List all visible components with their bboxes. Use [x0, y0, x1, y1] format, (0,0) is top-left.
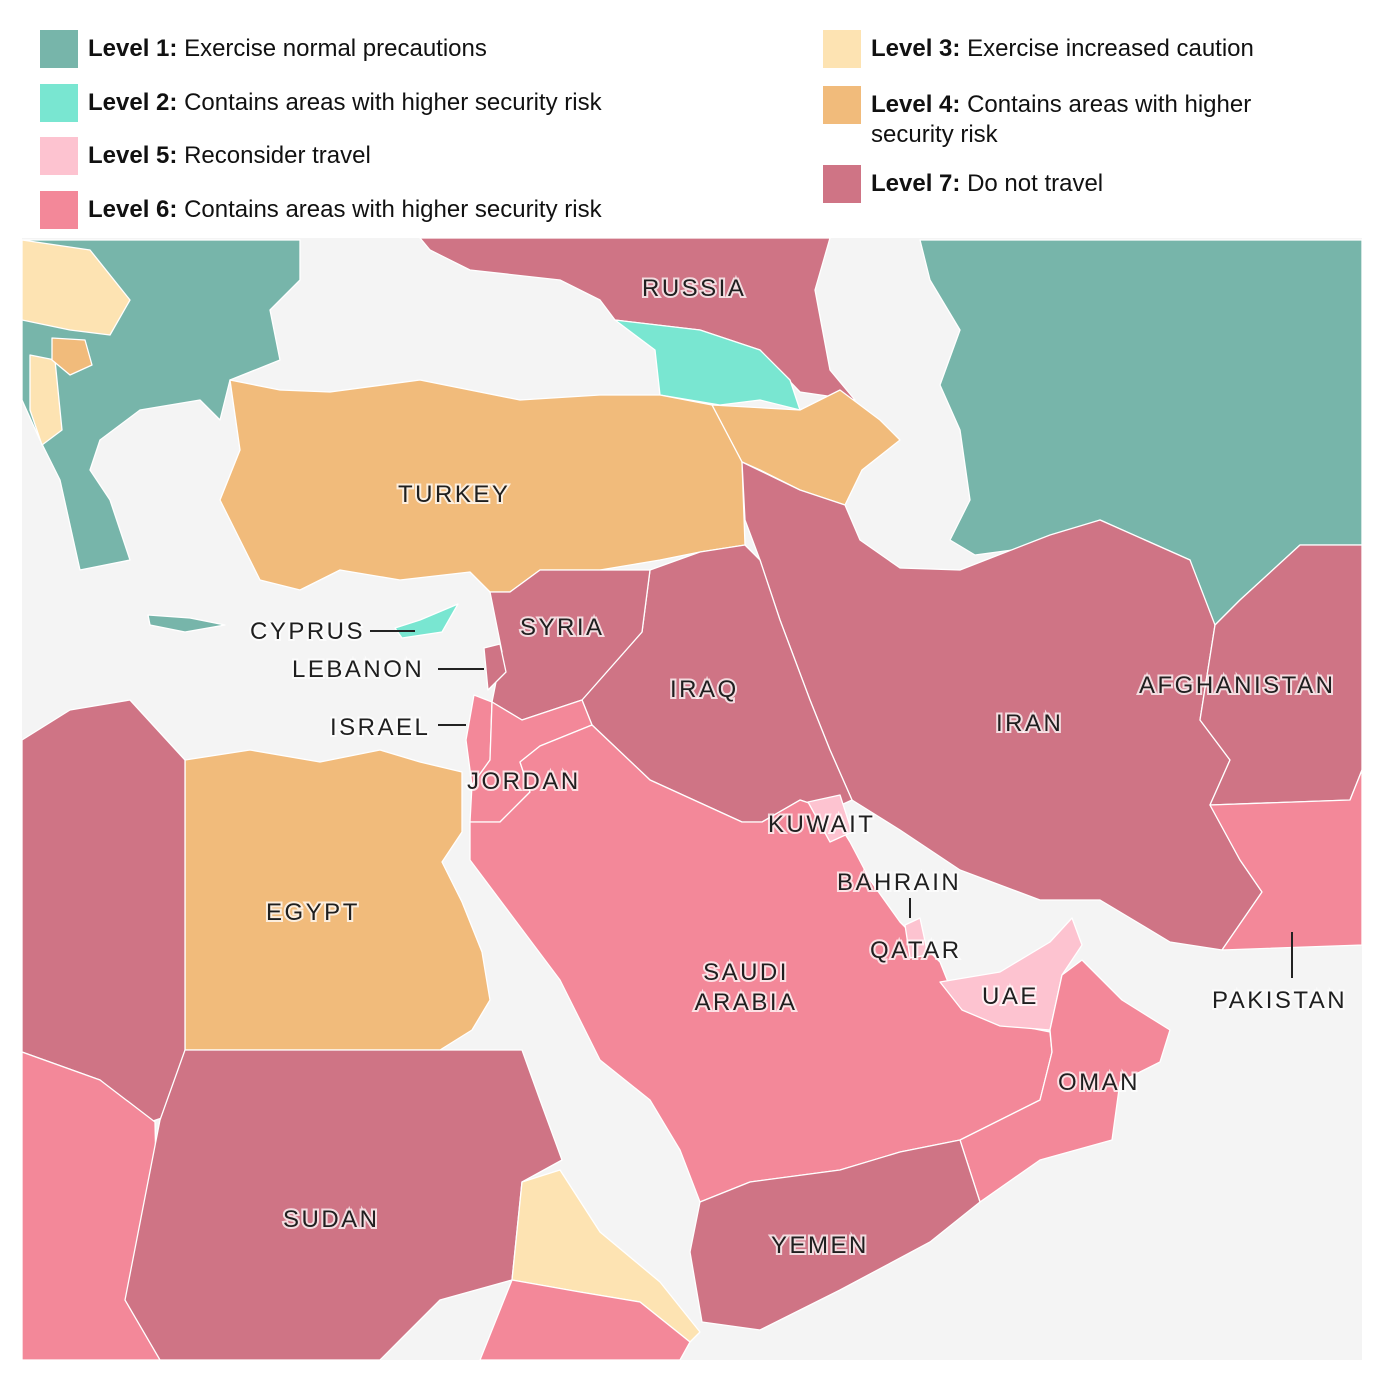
legend-item-level-1: Level 1: Exercise normal precautions — [40, 30, 487, 68]
legend-text: Contains areas with higher security risk — [184, 89, 602, 116]
legend-swatch — [40, 137, 78, 175]
label-iraq: IRAQ — [670, 676, 739, 703]
legend-item-level-6: Level 6: Contains areas with higher secu… — [40, 191, 602, 229]
label-cyprus: CYPRUS — [250, 618, 365, 645]
legend-item-level-3: Level 3: Exercise increased caution — [823, 30, 1254, 68]
legend-level: Level 5: — [88, 142, 178, 169]
label-sudan: SUDAN — [283, 1206, 380, 1233]
country-yemen — [689, 1139, 981, 1331]
country-oman — [959, 959, 1171, 1203]
legend-swatch — [823, 30, 861, 68]
legend-level: Level 3: — [871, 35, 961, 62]
label-turkey: TURKEY — [398, 481, 510, 508]
legend-item-level-4: Level 4: Contains areas with higher secu… — [823, 86, 1323, 150]
label-kuwait: KUWAIT — [768, 811, 875, 838]
label-israel: ISRAEL — [330, 714, 430, 741]
legend-item-level-2: Level 2: Contains areas with higher secu… — [40, 84, 602, 122]
country-kosovo — [51, 337, 93, 376]
country-georgia — [614, 319, 801, 411]
legend-text: Contains areas with higher security risk — [184, 196, 602, 223]
legend-item-level-7: Level 7: Do not travel — [823, 165, 1104, 203]
label-uae: UAE — [982, 983, 1039, 1010]
legend-level: Level 7: — [871, 170, 961, 197]
label-russia: RUSSIA — [642, 275, 746, 302]
label-qatar: QATAR — [870, 937, 962, 964]
legend-text: Exercise increased caution — [967, 35, 1254, 62]
legend-item-level-5: Level 5: Reconsider travel — [40, 137, 371, 175]
label-saudi-arabia: SAUDI ARABIA — [694, 959, 797, 1016]
legend-text: Do not travel — [967, 170, 1104, 197]
legend-swatch — [823, 165, 861, 203]
label-jordan: JORDAN — [467, 768, 581, 795]
label-yemen: YEMEN — [771, 1232, 869, 1259]
label-oman: OMAN — [1058, 1069, 1140, 1096]
label-pakistan: PAKISTAN — [1212, 987, 1347, 1014]
legend-swatch — [40, 84, 78, 122]
label-iran: IRAN — [996, 710, 1063, 737]
legend-swatch — [823, 86, 861, 124]
country-cyprus — [394, 603, 459, 639]
country-lebanon — [483, 643, 507, 691]
country-egypt — [184, 749, 491, 1051]
country-ethiopia — [479, 1279, 691, 1360]
country-syria — [489, 569, 651, 721]
legend-text: Contains areas with higher security risk — [871, 91, 1252, 148]
legend-text: Reconsider travel — [184, 142, 371, 169]
legend-swatch — [40, 30, 78, 68]
country-albania — [29, 354, 63, 446]
island-crete — [147, 614, 226, 633]
country-kuwait — [807, 794, 853, 843]
label-afghanistan: AFGHANISTAN — [1139, 672, 1335, 699]
legend-level: Level 6: — [88, 196, 178, 223]
legend-text: Exercise normal precautions — [184, 35, 487, 62]
label-syria: SYRIA — [520, 614, 605, 641]
label-bahrain: BAHRAIN — [837, 869, 961, 896]
label-egypt: EGYPT — [266, 899, 360, 926]
country-serbia — [22, 239, 131, 336]
legend-level: Level 4: — [871, 91, 961, 118]
legend-swatch — [40, 191, 78, 229]
label-lebanon: LEBANON — [292, 656, 424, 683]
legend-level: Level 2: — [88, 89, 178, 116]
country-libya — [22, 699, 186, 1123]
legend-level: Level 1: — [88, 35, 178, 62]
country-uae — [939, 917, 1083, 1031]
country-qatar — [904, 917, 929, 959]
